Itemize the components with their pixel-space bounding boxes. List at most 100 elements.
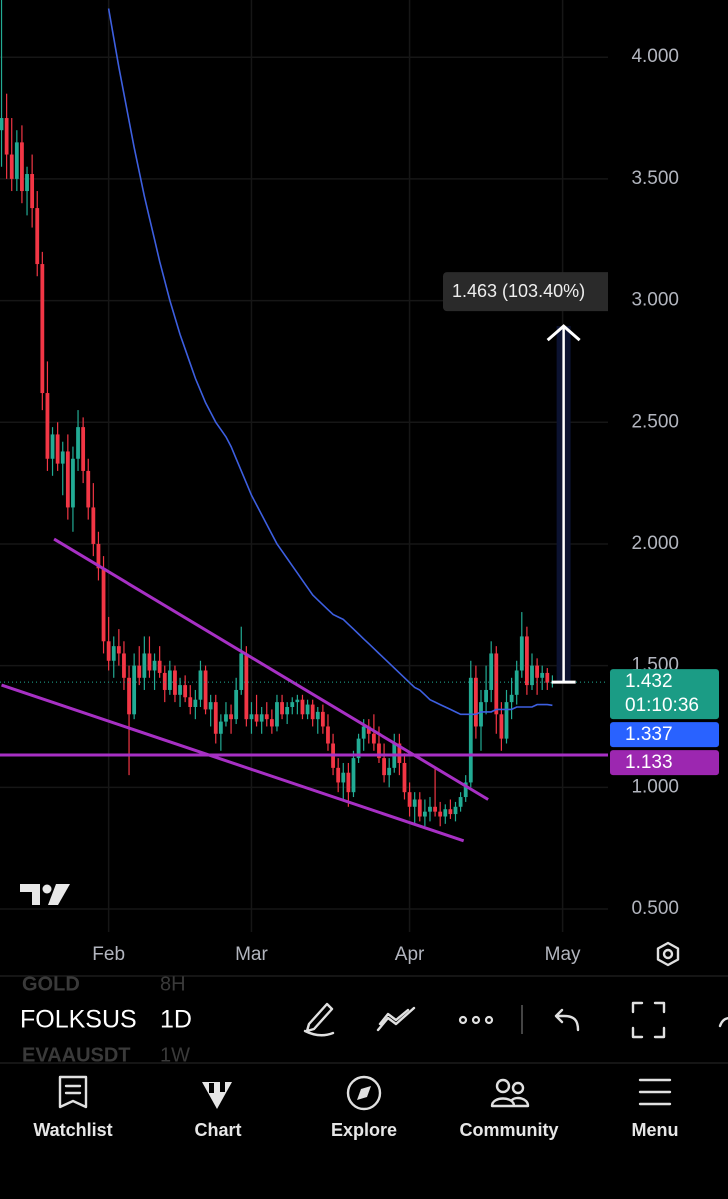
measure-head bbox=[546, 324, 581, 342]
candle-body bbox=[540, 672, 545, 678]
candle-body bbox=[356, 738, 361, 759]
candle-body bbox=[407, 792, 412, 807]
price-tag bbox=[610, 722, 719, 748]
fullscreen-button[interactable] bbox=[631, 1001, 666, 1039]
candle-body bbox=[65, 451, 70, 508]
moving-average bbox=[107, 8, 553, 716]
candle-body bbox=[229, 714, 233, 720]
draw-button[interactable] bbox=[303, 1002, 335, 1037]
x-tick-label: Mar bbox=[235, 944, 268, 965]
y-tick-label: 2.500 bbox=[631, 411, 679, 432]
nav-label: Watchlist bbox=[33, 1120, 112, 1140]
x-tick-label: May bbox=[545, 944, 581, 965]
more-button[interactable] bbox=[458, 1015, 494, 1025]
nav-menu[interactable]: Menu bbox=[632, 1078, 679, 1140]
candle-body bbox=[371, 733, 376, 744]
candle-body bbox=[35, 208, 40, 265]
candle-body bbox=[463, 782, 468, 798]
candle-body bbox=[81, 427, 86, 471]
candle-body bbox=[167, 670, 172, 690]
candle-body bbox=[320, 711, 325, 727]
next-interval: 1W bbox=[160, 1044, 190, 1066]
candle-body bbox=[76, 427, 80, 459]
measure-label: 1.463 (103.40%) bbox=[452, 281, 585, 301]
nav-label: Menu bbox=[632, 1120, 679, 1140]
candle-body bbox=[264, 714, 269, 720]
nav-explore[interactable]: Explore bbox=[331, 1075, 397, 1140]
candle-body bbox=[479, 702, 483, 727]
y-tick-label: 3.500 bbox=[631, 168, 679, 189]
nav-label: Chart bbox=[194, 1120, 241, 1140]
candle-body bbox=[14, 142, 19, 179]
next-symbol: EVAAUSDT bbox=[22, 1044, 131, 1066]
candle-body bbox=[183, 685, 188, 698]
candle-body bbox=[60, 451, 65, 464]
candle-body bbox=[188, 697, 193, 707]
x-tick-label: Feb bbox=[92, 944, 125, 965]
candle-body bbox=[280, 702, 284, 715]
y-tick-label: 3.000 bbox=[631, 290, 679, 311]
y-tick-label: 4.000 bbox=[631, 46, 679, 67]
candle-body bbox=[417, 799, 422, 817]
candle-body bbox=[489, 653, 494, 690]
candle-body bbox=[530, 665, 534, 686]
candle-body bbox=[224, 714, 228, 722]
candle-body bbox=[269, 719, 274, 727]
candle-body bbox=[310, 704, 315, 720]
candle-body bbox=[111, 646, 116, 661]
candle-body bbox=[50, 434, 55, 459]
candle-body bbox=[351, 758, 356, 793]
candle-body bbox=[96, 543, 101, 569]
candle-body bbox=[178, 685, 182, 695]
candle-body bbox=[377, 743, 381, 759]
candle-body bbox=[473, 677, 478, 727]
y-tick-label: 0.500 bbox=[631, 898, 679, 919]
nav-label: Explore bbox=[331, 1120, 397, 1140]
candle-body bbox=[147, 653, 152, 671]
candle-body bbox=[0, 118, 4, 131]
prev-symbol: GOLD bbox=[22, 973, 80, 995]
price-tag-label: 1.133 bbox=[625, 752, 673, 773]
candle-body bbox=[55, 434, 60, 464]
logo bbox=[20, 884, 70, 905]
candle-body bbox=[142, 653, 147, 678]
candle-body bbox=[361, 726, 366, 739]
prev-interval: 8H bbox=[160, 973, 186, 995]
candle-body bbox=[157, 660, 162, 673]
candle-body bbox=[484, 689, 488, 703]
symbol[interactable]: FOLKSUSDT bbox=[20, 1006, 170, 1034]
candle-body bbox=[173, 670, 177, 695]
trend-button[interactable] bbox=[376, 1006, 416, 1032]
candle-body bbox=[101, 568, 106, 642]
x-tick-label: Apr bbox=[395, 944, 425, 965]
candle-body bbox=[91, 507, 96, 544]
candle-body bbox=[366, 726, 371, 734]
candle-body bbox=[458, 797, 463, 807]
interval[interactable]: 1D bbox=[160, 1006, 192, 1034]
candle-body bbox=[116, 646, 121, 654]
candle-body bbox=[249, 714, 254, 720]
candle-body bbox=[162, 672, 167, 690]
nav-watchlist[interactable]: Watchlist bbox=[33, 1075, 113, 1140]
price-tag bbox=[610, 669, 719, 720]
candle-body bbox=[152, 660, 157, 671]
partial-button[interactable] bbox=[718, 1016, 728, 1028]
nav-community[interactable]: Community bbox=[460, 1078, 559, 1140]
candle-body bbox=[524, 636, 529, 686]
candle-body bbox=[218, 721, 223, 734]
plot bbox=[0, 0, 608, 843]
candle-body bbox=[412, 799, 417, 807]
candle-body bbox=[494, 653, 499, 715]
candle-body bbox=[545, 672, 550, 683]
candle-body bbox=[106, 641, 111, 661]
trend-line bbox=[1, 683, 465, 843]
settings-button[interactable] bbox=[656, 941, 680, 967]
candle-body bbox=[239, 653, 244, 690]
candle-body bbox=[509, 694, 514, 703]
undo-button[interactable] bbox=[554, 1008, 580, 1032]
nav-chart[interactable]: Chart bbox=[194, 1081, 242, 1140]
candle-body bbox=[346, 772, 351, 793]
candle-body bbox=[397, 743, 402, 763]
candle-body bbox=[20, 142, 24, 192]
